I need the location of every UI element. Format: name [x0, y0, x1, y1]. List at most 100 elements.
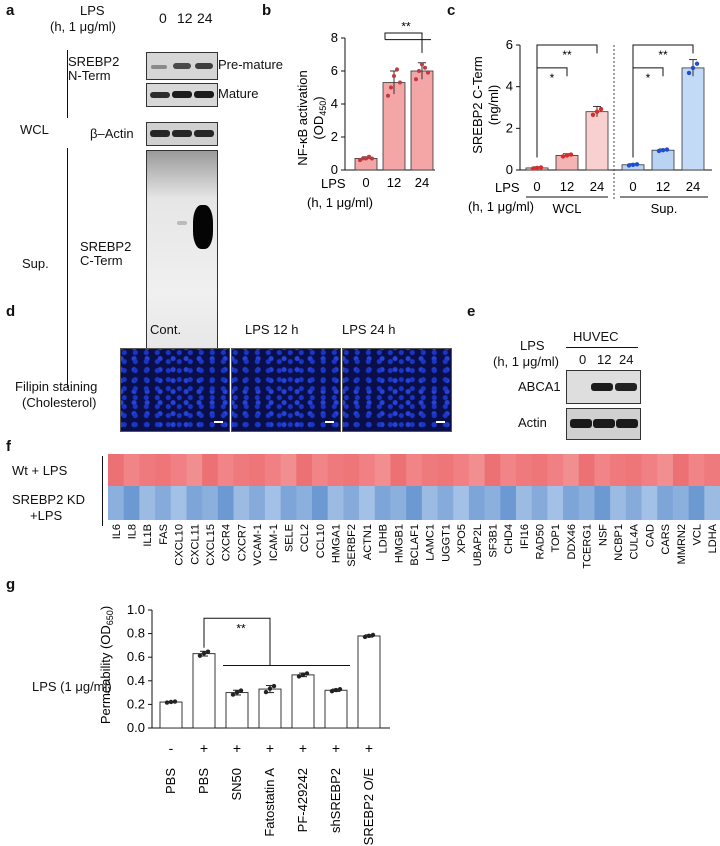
panel-g-ytick-label: 0.8	[127, 626, 145, 641]
panel-b-ytick-label: 4	[331, 96, 338, 111]
panel-b-point	[414, 77, 418, 82]
panel-g-ytick-label: 0.4	[127, 673, 145, 688]
heatmap-cell-kd	[249, 486, 266, 520]
heatmap-cell-wt	[531, 454, 548, 486]
panel-c-ytick-label: 2	[506, 120, 513, 135]
panel-g-point	[329, 689, 335, 694]
panel-c-point	[660, 148, 666, 153]
panel-g-ytick-label: 0.6	[127, 649, 145, 664]
panel-c-xtick-label: 0	[629, 179, 636, 194]
panel-c-ylabel-2: (ng/ml)	[486, 85, 501, 125]
heatmap-cell-wt	[578, 454, 595, 486]
heatmap-cell-wt	[641, 454, 658, 486]
panel-g-bar	[291, 674, 315, 729]
heatmap-cell-kd	[672, 486, 690, 520]
panel-g-ylabel-sub: 650	[105, 610, 115, 625]
heatmap-cell-kd	[516, 486, 533, 520]
panel-g-point	[370, 632, 376, 638]
panel-g-point	[164, 700, 170, 705]
panel-b-xtick-label: 0	[362, 175, 369, 190]
heatmap-gene-label: BCLAF1	[409, 524, 421, 566]
heatmap-cell-wt	[186, 454, 203, 486]
heatmap-cell-kd	[202, 486, 219, 520]
panel-g-bar	[192, 653, 216, 729]
heatmap-cell-wt	[280, 454, 297, 486]
panel-g-point	[197, 653, 203, 658]
panel-a-mature-label: Mature	[218, 86, 259, 101]
heatmap-gene-label: LDHA	[707, 523, 719, 553]
panel-g-xtick-label: PBS	[196, 768, 211, 794]
heatmap-gene-label: ACTN1	[362, 524, 374, 560]
panel-a-letter: a	[6, 2, 15, 19]
heatmap-cell-wt	[296, 454, 313, 486]
heatmap-gene-label: VCAM-1	[252, 524, 264, 566]
heatmap-cell-wt	[437, 454, 454, 486]
heatmap-gene-label: CXCL15	[205, 524, 217, 566]
heatmap-gene-label: MMRN2	[676, 524, 688, 564]
panel-c-group-label-sup: Sup.	[651, 201, 678, 215]
panel-c-point	[656, 148, 662, 154]
panel-g-lps-sign: +	[365, 740, 373, 756]
heatmap-gene-label: VCL	[691, 524, 703, 545]
heatmap-cell-wt	[657, 454, 674, 486]
panel-g-xlabel: LPS (1 μg/ml)	[32, 679, 112, 694]
panel-b-letter: b	[262, 2, 272, 19]
heatmap-gene-label: NSF	[597, 524, 609, 546]
panel-b-ytick-label: 2	[331, 129, 338, 144]
panel-c-xtick-label: 12	[656, 179, 670, 194]
panel-c-ytick-label: 4	[506, 79, 513, 94]
panel-d-title-lps12: LPS 12 h	[245, 322, 299, 337]
panel-g-chart: Permeability (OD650) 0.0 0.2 0.4 0.6 0.8 1.0 -…	[98, 602, 390, 845]
heatmap-gene-label: LAMC1	[425, 524, 437, 561]
panel-g-point	[238, 688, 244, 693]
panel-f-bracket	[102, 456, 103, 526]
panel-b-point	[395, 67, 399, 72]
heatmap-cell-kd	[359, 486, 376, 520]
heatmap-gene-label: CXCR4	[221, 524, 233, 561]
panel-g-lps-sign: +	[233, 740, 241, 756]
panel-g-bar	[225, 692, 249, 729]
panel-b-point	[398, 80, 402, 85]
panel-b-ylabel-2: (OD450)	[311, 96, 328, 139]
heatmap-cell-kd	[594, 486, 611, 520]
panel-a-premature-label: Pre-mature	[218, 57, 284, 72]
panel-c-point	[534, 165, 540, 171]
panel-g-ytick-label: 0.0	[127, 720, 145, 735]
heatmap-cell-kd	[531, 486, 548, 520]
panel-a-bracket-sup	[67, 148, 68, 388]
heatmap-cell-wt	[233, 454, 250, 486]
panel-g-bar	[324, 689, 348, 729]
panel-c-xtick-label: 24	[590, 179, 604, 194]
heatmap-gene-label: CXCL11	[189, 524, 201, 565]
blot-abca1	[566, 370, 641, 404]
heatmap-cell-wt	[374, 454, 391, 486]
panel-g-sig-bracket	[203, 617, 271, 648]
heatmap-cell-kd	[421, 486, 439, 520]
panel-c-point	[686, 70, 692, 76]
heatmap-cell-wt	[484, 454, 501, 486]
panel-c-sig-label: **	[562, 48, 572, 62]
heatmap-cell-kd	[704, 486, 720, 520]
heatmap-cell-wt	[108, 454, 125, 486]
heatmap-cell-wt	[610, 454, 627, 486]
panel-g-sig-label: **	[236, 621, 246, 635]
heatmap-cell-kd	[264, 486, 282, 520]
heatmap-gene-label: DDX46	[566, 524, 578, 559]
panel-e-abca1-label: ABCA1	[518, 379, 561, 394]
panel-e-letter: e	[467, 303, 476, 320]
heatmap-cell-kd	[578, 486, 595, 520]
panel-c-point	[564, 153, 570, 158]
panel-a-time-24: 24	[197, 10, 213, 26]
heatmap-cell-wt	[500, 454, 517, 486]
heatmap-gene-label: IL6	[111, 524, 123, 539]
panel-d-title-lps24: LPS 24 h	[342, 322, 396, 337]
panel-g-lps-sign: +	[332, 740, 340, 756]
panel-b-point	[361, 156, 365, 161]
heatmap-gene-label: CCL2	[299, 524, 311, 552]
micrograph-lps-24h	[342, 348, 452, 432]
heatmap-cell-wt	[406, 454, 423, 486]
heatmap-gene-label: IFI16	[519, 524, 531, 549]
panel-g-point	[267, 686, 273, 691]
panel-g-point	[234, 690, 240, 695]
